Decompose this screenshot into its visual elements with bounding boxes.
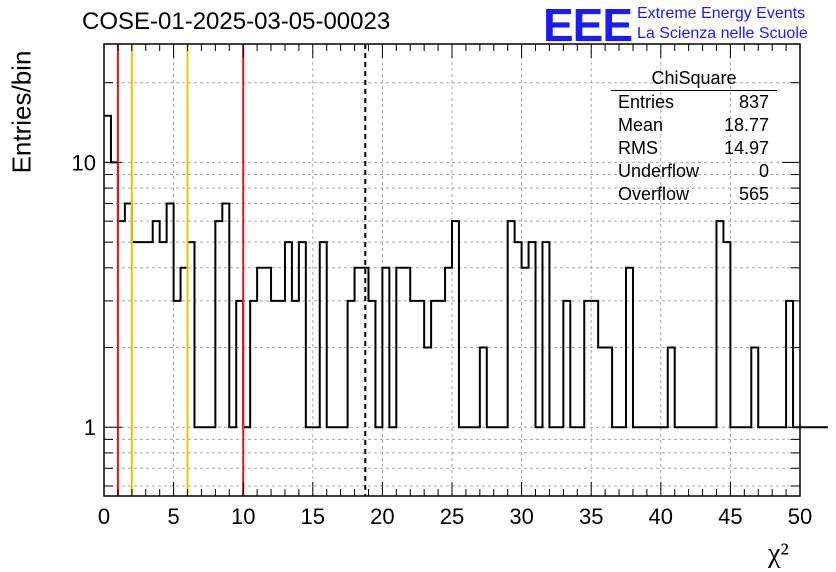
axes	[103, 43, 801, 497]
histogram	[104, 114, 828, 429]
x-tick-label: 40	[649, 504, 673, 529]
stats-value: 18.77	[723, 115, 769, 135]
x-tick-label: 0	[98, 504, 110, 529]
stats-label: Overflow	[618, 184, 690, 204]
tick-labels: 0 5 10 15 20 25 30 35 40 45 50 1 10	[72, 150, 813, 529]
x-tick-label: 10	[231, 504, 255, 529]
stats-row: Underflow 0	[611, 160, 777, 183]
stats-label: Underflow	[618, 161, 700, 181]
stats-name: ChiSquare	[611, 66, 777, 91]
logo-line-2: La Scienza nelle Scuole	[637, 25, 808, 42]
stats-label: Entries	[618, 92, 675, 112]
x-tick-label: 35	[579, 504, 603, 529]
stats-value: 565	[738, 184, 769, 204]
x-tick-label: 5	[167, 504, 179, 529]
stats-value: 0	[758, 161, 769, 181]
x-tick-label: 20	[370, 504, 394, 529]
chart-title: COSE-01-2025-03-05-00023	[82, 8, 391, 35]
stats-row: Entries 837	[611, 91, 777, 114]
x-axis-label: χ²	[768, 538, 789, 569]
x-tick-label: 30	[509, 504, 533, 529]
x-tick-label: 50	[788, 504, 812, 529]
stats-row: Mean 18.77	[611, 114, 777, 137]
logo-line-1: Extreme Energy Events	[637, 5, 806, 22]
x-tick-label: 25	[440, 504, 464, 529]
y-tick-label: 10	[72, 150, 96, 175]
eee-logo: EEE	[543, 0, 633, 51]
stats-value: 14.97	[723, 138, 769, 158]
stats-label: RMS	[618, 138, 658, 158]
histogram-steps	[104, 114, 828, 429]
stats-row: RMS 14.97	[611, 137, 777, 160]
stats-label: Mean	[618, 115, 664, 135]
x-tick-label: 15	[301, 504, 325, 529]
x-tick-label: 45	[718, 504, 742, 529]
y-tick-label: 1	[84, 415, 96, 440]
y-axis-label: Entries/bin	[6, 50, 37, 174]
reference-lines	[116, 44, 367, 496]
stats-box: ChiSquare Entries 837 Mean 18.77 RMS 14.97 …	[611, 66, 777, 206]
stats-value: 837	[738, 92, 769, 112]
stats-row: Overflow 565	[611, 183, 777, 206]
